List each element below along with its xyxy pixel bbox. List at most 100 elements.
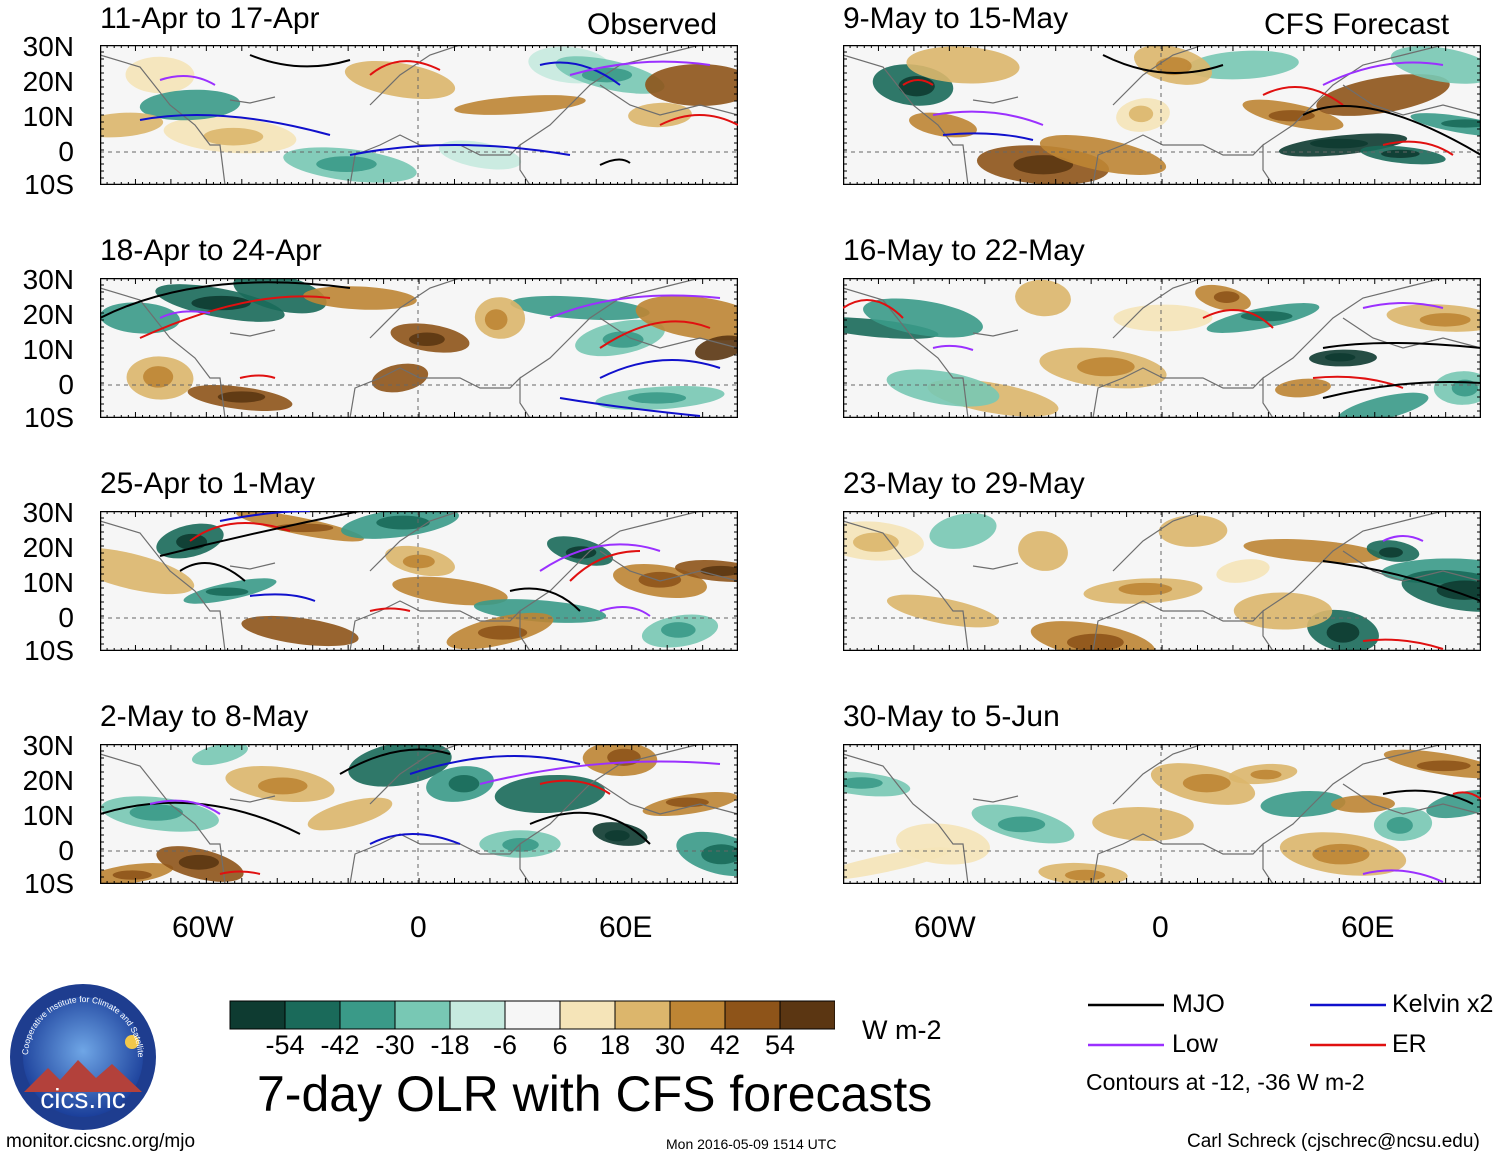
forecast-label: CFS Forecast — [1264, 8, 1450, 41]
map-ticks — [100, 511, 738, 651]
olr-anomaly-core — [1064, 869, 1106, 881]
coastline-west-africa — [1112, 511, 1204, 572]
panel-title-obs-4: 2-May to 8-May — [100, 700, 309, 733]
y-tick-label: 10N — [22, 567, 74, 598]
wave-contour — [599, 359, 721, 379]
olr-anomaly-core — [112, 870, 152, 880]
wave-contour — [1322, 381, 1481, 399]
colorbar-tick-label: -6 — [492, 1030, 517, 1060]
olr-anomaly-blob — [348, 744, 452, 787]
coastlines — [100, 278, 738, 418]
coastline-arabia-india — [599, 783, 738, 815]
wave-contour — [1322, 61, 1444, 86]
wave-contour — [479, 760, 721, 785]
coastline-caribbean — [229, 795, 276, 803]
olr-anomaly-core — [203, 127, 264, 146]
olr-anomaly-blob — [1390, 46, 1481, 84]
coastline-east-africa — [1262, 511, 1444, 612]
wave-contour — [549, 294, 721, 319]
coastline-americas — [100, 54, 226, 185]
olr-anomaly-blob — [1275, 378, 1331, 398]
olr-anomaly-blob — [139, 89, 241, 121]
map-ticks — [100, 278, 738, 418]
olr-anomaly-blob — [1260, 790, 1346, 818]
coastline-east-africa — [1262, 744, 1444, 845]
olr-anomaly-blob — [392, 576, 508, 606]
olr-anomaly-blob — [906, 46, 1020, 84]
olr-anomaly-blob — [1092, 807, 1194, 841]
olr-anomaly-core — [402, 554, 435, 569]
panel-title-fcst-2: 16-May to 22-May — [843, 234, 1085, 267]
wave-contour — [569, 60, 711, 76]
coastline-americas — [843, 54, 969, 185]
olr-anomaly-core — [665, 797, 709, 808]
colorbar-unit: W m-2 — [862, 1015, 942, 1045]
olr-anomaly-core — [1379, 547, 1403, 558]
wave-contour — [942, 132, 1034, 141]
y-tick-label: 0 — [58, 369, 74, 400]
olr-anomaly-blob — [886, 369, 1000, 407]
wave-contour — [1322, 342, 1481, 349]
colorbar-segment — [394, 1000, 451, 1030]
colorbar-segment — [669, 1000, 726, 1030]
wave-contours — [100, 281, 721, 417]
colorbar-segment — [339, 1000, 396, 1030]
legend-line-mjo — [1088, 1003, 1164, 1007]
olr-anomaly-blob — [307, 797, 393, 831]
wave-contour — [349, 144, 571, 156]
olr-anomaly-core — [1118, 582, 1173, 596]
wave-contour — [1202, 309, 1274, 329]
wave-contours — [1362, 789, 1481, 883]
wave-contour — [539, 543, 661, 572]
legend-note: Contours at -12, -36 W m-2 — [1086, 1069, 1365, 1095]
olr-anomaly-blob — [1243, 538, 1383, 564]
olr-anomaly-blob — [1426, 789, 1481, 819]
coastline-east-africa — [1262, 278, 1444, 379]
olr-anomaly-core — [661, 622, 696, 638]
wave-contour — [1382, 789, 1474, 805]
wave-contour — [369, 60, 441, 76]
y-tick-label: 10N — [22, 800, 74, 831]
colorbar-segment — [229, 1000, 286, 1030]
wave-contour — [409, 755, 581, 775]
panel-title-obs-2: 18-Apr to 24-Apr — [100, 234, 322, 267]
panel-title-fcst-4: 30-May to 5-Jun — [843, 700, 1060, 733]
wave-contour — [1302, 105, 1481, 156]
coastline-west-africa — [369, 744, 461, 805]
colorbar-segment — [504, 1000, 561, 1030]
map-panel-obs-3 — [100, 511, 738, 651]
wave-contour — [529, 811, 651, 845]
olr-anomaly-core — [852, 532, 899, 552]
coastline-south-america-africa — [1092, 367, 1274, 418]
wave-contour — [599, 158, 631, 166]
olr-anomaly-core — [178, 854, 219, 870]
colorbar-tick-label: 54 — [764, 1030, 796, 1060]
colorbar-segment — [614, 1000, 671, 1030]
map-panel-obs-4 — [100, 744, 738, 884]
olr-anomaly-blob — [1187, 50, 1299, 80]
coastline-south-america-africa — [349, 367, 531, 418]
y-tick-label: 30N — [22, 31, 74, 62]
olr-anomaly-core — [484, 309, 508, 330]
coastline-south-america-africa — [1092, 600, 1274, 651]
cics-logo: Cooperative Institute for Climate and Sa… — [6, 974, 158, 1132]
map-ticks — [100, 45, 738, 185]
wave-contour — [539, 779, 611, 795]
olr-anomaly-core — [448, 774, 480, 793]
coastline-east-africa — [1262, 45, 1444, 146]
y-tick-label: 10S — [24, 868, 74, 899]
footer-url[interactable]: monitor.cicsnc.org/mjo — [6, 1131, 196, 1152]
colorbar-tick-label: 6 — [552, 1030, 568, 1060]
wave-contours — [139, 54, 738, 166]
coastline-south-america-africa — [349, 600, 531, 651]
olr-anomaly-core — [205, 587, 249, 596]
olr-anomaly-field — [843, 749, 1481, 884]
map-ticks — [843, 511, 1481, 651]
y-tick-label: 0 — [58, 835, 74, 866]
olr-anomaly-core — [408, 332, 445, 347]
coastline-west-africa — [369, 45, 461, 106]
olr-anomaly-core — [258, 777, 308, 795]
coastline-caribbean — [229, 96, 276, 104]
map-panel-obs-2 — [100, 278, 738, 418]
wave-contour — [100, 281, 351, 319]
